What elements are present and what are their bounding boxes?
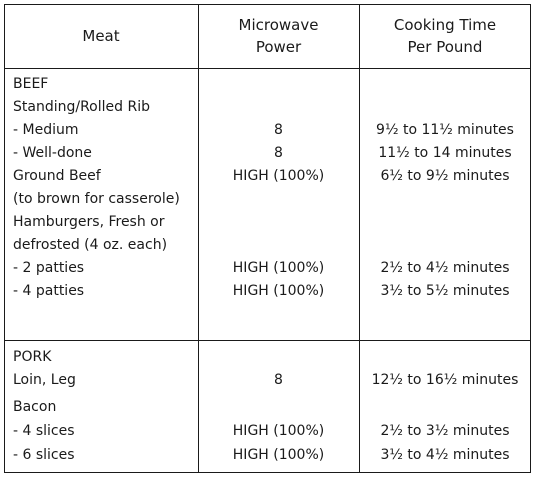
power-cell: HIGH (100%): [232, 260, 325, 276]
pork-title-row: PORK: [4, 346, 531, 369]
header-power: Microwave Power: [198, 4, 359, 68]
meat-cell: Hamburgers, Fresh or: [13, 214, 165, 230]
table-row: Bacon: [4, 396, 531, 419]
meat-cell: Loin, Leg: [13, 372, 76, 388]
time-cell: 2½ to 3½ minutes: [380, 423, 510, 439]
time-cell: 11½ to 14 minutes: [378, 145, 512, 161]
column-divider-1: [198, 4, 199, 473]
header-time: Cooking Time Per Pound: [359, 4, 531, 68]
table-border-bottom: [4, 472, 531, 473]
header-time-line2: Per Pound: [407, 38, 483, 56]
meat-cell: - 4 slices: [13, 423, 75, 439]
header-power-line1: Microwave: [238, 16, 319, 34]
table-row: - 4 patties HIGH (100%) 3½ to 5½ minutes: [4, 280, 531, 303]
header-meat: Meat: [4, 4, 198, 68]
meat-cell: defrosted (4 oz. each): [13, 237, 168, 253]
table-row: Hamburgers, Fresh or: [4, 211, 531, 234]
meat-cell: Standing/Rolled Rib: [13, 99, 150, 115]
pork-section-title: PORK: [13, 349, 52, 365]
meat-cell: - 6 slices: [13, 447, 75, 463]
meat-cell: Ground Beef: [13, 168, 101, 184]
section-divider: [4, 340, 531, 341]
table-row: Standing/Rolled Rib: [4, 96, 531, 119]
header-power-line2: Power: [255, 38, 302, 56]
header-time-line1: Cooking Time: [393, 16, 497, 34]
column-divider-2: [359, 4, 360, 473]
meat-cell: - Medium: [13, 122, 79, 138]
header-divider: [4, 68, 531, 69]
cooking-time-table: Meat Microwave Power Cooking Time Per Po…: [4, 4, 531, 473]
power-cell: HIGH (100%): [232, 283, 325, 299]
header-meat-label: Meat: [82, 27, 120, 45]
table-row: - Well-done 8 11½ to 14 minutes: [4, 142, 531, 165]
table-row: Ground Beef HIGH (100%) 6½ to 9½ minutes: [4, 165, 531, 188]
table-border-top: [4, 4, 531, 5]
power-cell: 8: [274, 122, 283, 138]
meat-cell: (to brown for casserole): [13, 191, 180, 207]
meat-cell: - 4 patties: [13, 283, 85, 299]
table-row: - 2 patties HIGH (100%) 2½ to 4½ minutes: [4, 257, 531, 280]
table-row: - Medium 8 9½ to 11½ minutes: [4, 119, 531, 142]
table-border-left: [4, 4, 5, 473]
time-cell: 3½ to 4½ minutes: [380, 447, 510, 463]
beef-title-row: BEEF: [4, 73, 531, 96]
power-cell: HIGH (100%): [232, 168, 325, 184]
table-row: Loin, Leg 8 12½ to 16½ minutes: [4, 369, 531, 392]
time-cell: 12½ to 16½ minutes: [371, 372, 519, 388]
time-cell: 6½ to 9½ minutes: [380, 168, 510, 184]
beef-section-title: BEEF: [13, 76, 49, 92]
meat-cell: - 2 patties: [13, 260, 85, 276]
table-row: - 4 slices HIGH (100%) 2½ to 3½ minutes: [4, 420, 531, 443]
power-cell: HIGH (100%): [232, 447, 325, 463]
table-row: - 6 slices HIGH (100%) 3½ to 4½ minutes: [4, 444, 531, 467]
meat-cell: Bacon: [13, 399, 57, 415]
time-cell: 2½ to 4½ minutes: [380, 260, 510, 276]
time-cell: 9½ to 11½ minutes: [376, 122, 514, 138]
table-border-right: [530, 4, 531, 473]
power-cell: 8: [274, 372, 283, 388]
table-row: (to brown for casserole): [4, 188, 531, 211]
time-cell: 3½ to 5½ minutes: [380, 283, 510, 299]
meat-cell: - Well-done: [13, 145, 92, 161]
table-row: defrosted (4 oz. each): [4, 234, 531, 257]
power-cell: HIGH (100%): [232, 423, 325, 439]
power-cell: 8: [274, 145, 283, 161]
